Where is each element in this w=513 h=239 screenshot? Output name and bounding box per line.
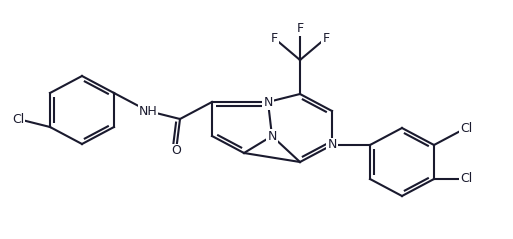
Text: Cl: Cl bbox=[460, 173, 472, 185]
Text: F: F bbox=[270, 32, 278, 44]
Text: N: N bbox=[267, 130, 277, 142]
Text: N: N bbox=[263, 96, 273, 109]
Text: Cl: Cl bbox=[12, 113, 24, 125]
Text: F: F bbox=[323, 32, 329, 44]
Text: NH: NH bbox=[139, 104, 157, 118]
Text: O: O bbox=[171, 145, 181, 158]
Text: F: F bbox=[297, 22, 304, 34]
Text: N: N bbox=[327, 138, 337, 152]
Text: Cl: Cl bbox=[460, 121, 472, 135]
